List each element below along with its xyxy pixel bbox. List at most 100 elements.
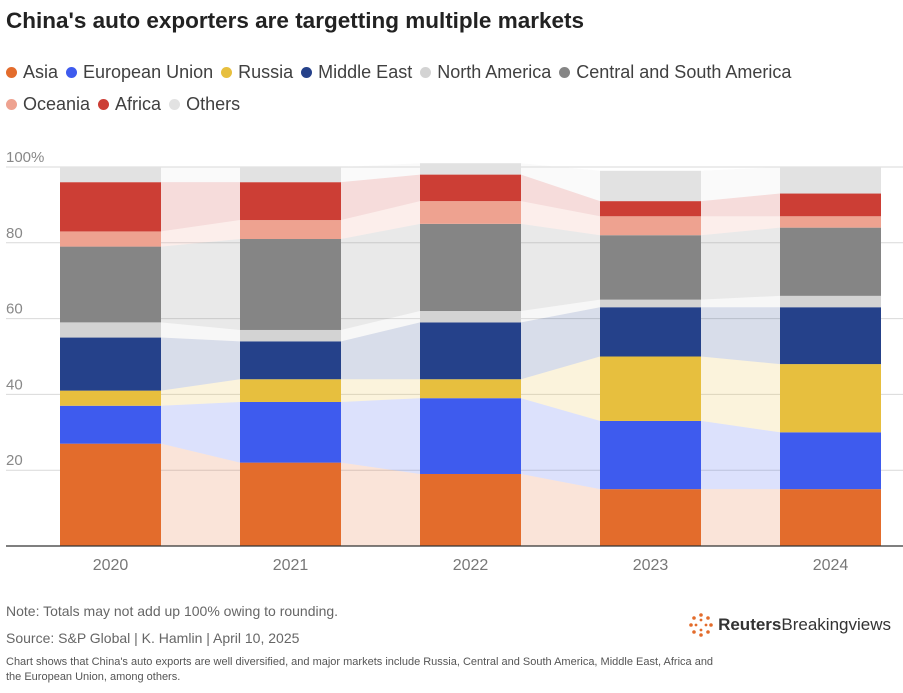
bar-segment — [600, 201, 701, 217]
bar-segment — [60, 390, 161, 406]
legend-item-european-union: European Union — [66, 60, 213, 84]
legend-label: European Union — [83, 61, 214, 82]
bar-segment — [780, 295, 881, 308]
bar-segment — [780, 193, 881, 217]
connector-band — [521, 398, 600, 490]
bar-segment — [780, 489, 881, 546]
chart-title: China's auto exporters are targetting mu… — [6, 8, 585, 33]
bar-segment — [600, 170, 701, 202]
bar-segment — [420, 223, 521, 312]
bar-segment — [60, 246, 161, 323]
connector-band — [701, 216, 780, 236]
bar-segment — [420, 174, 521, 202]
bar-segment — [240, 329, 341, 342]
connector-band — [161, 337, 240, 391]
connector-band — [701, 307, 780, 365]
legend-swatch — [559, 66, 571, 78]
y-tick-label: 40 — [6, 376, 23, 393]
y-tick-label: 60 — [6, 301, 23, 318]
x-tick-label: 2024 — [813, 557, 849, 574]
bar-segment — [60, 167, 161, 183]
legend: Asia European Union Russia Middle East N… — [6, 60, 886, 116]
legend-label: Others — [186, 93, 241, 114]
bar-segment — [600, 356, 701, 421]
connector-band — [161, 443, 240, 546]
legend-item-others: Others — [169, 92, 240, 116]
legend-swatch — [301, 66, 313, 78]
bar-segment — [420, 473, 521, 546]
connector-band — [161, 401, 240, 463]
reuters-breakingviews-logo: Reuters Breakingviews — [688, 612, 891, 638]
legend-swatch — [66, 66, 78, 78]
legend-swatch — [221, 66, 233, 78]
bar-segment — [600, 216, 701, 236]
footnote: Note: Totals may not add up 100% owing t… — [6, 603, 339, 619]
bar-segment — [240, 167, 341, 183]
legend-label: Oceania — [23, 93, 91, 114]
connector-band — [341, 398, 420, 474]
chart-description: Chart shows that China's auto exports ar… — [6, 656, 714, 683]
legend-swatch — [6, 98, 17, 110]
y-tick-label: 20 — [6, 452, 23, 469]
connector-band — [341, 311, 420, 342]
connector-band — [341, 163, 420, 183]
connector-band — [701, 295, 780, 308]
connector-band — [341, 379, 420, 402]
connector-band — [521, 223, 600, 312]
connector-band — [521, 201, 600, 236]
connector-band — [701, 193, 780, 217]
legend-label: Asia — [23, 61, 59, 82]
legend-label: Middle East — [318, 61, 413, 82]
bar-segment — [240, 182, 341, 221]
connector-band — [701, 356, 780, 433]
connector-band — [341, 462, 420, 546]
bar-segment — [420, 163, 521, 175]
bar-segment — [780, 432, 881, 490]
bar-segment — [240, 379, 341, 402]
connector-band — [161, 182, 240, 232]
connector-band — [701, 227, 780, 300]
legend-item-middle-east: Middle East — [301, 60, 412, 84]
bar-segment — [600, 420, 701, 490]
connector-band — [341, 322, 420, 380]
bar-segment — [420, 379, 521, 399]
bar-segment — [240, 239, 341, 330]
x-tick-label: 2021 — [273, 557, 309, 574]
connector-band — [341, 201, 420, 240]
legend-item-oceania: Oceania — [6, 92, 90, 116]
connector-band — [341, 223, 420, 330]
legend-item-africa: Africa — [98, 92, 161, 116]
bar-segment — [780, 227, 881, 296]
bar-segment — [420, 201, 521, 224]
reuters-dots-icon — [689, 613, 713, 637]
connector-band — [341, 174, 420, 221]
brand-suffix: Breakingviews — [781, 615, 891, 634]
legend-item-asia: Asia — [6, 60, 58, 84]
legend-swatch — [98, 98, 110, 110]
y-tick-label: 100% — [6, 149, 44, 166]
connector-band — [521, 473, 600, 546]
brand-name: Reuters — [718, 615, 782, 634]
connector-band — [521, 174, 600, 217]
connector-band — [161, 379, 240, 406]
connector-band — [701, 167, 780, 202]
bar-segment — [780, 307, 881, 365]
legend-swatch — [169, 98, 181, 110]
x-tick-label: 2020 — [93, 557, 129, 574]
connector-band — [161, 322, 240, 342]
bar-segment — [420, 398, 521, 474]
legend-label: Africa — [115, 93, 162, 114]
bar-segment — [600, 307, 701, 357]
source-line: Source: S&P Global | K. Hamlin | April 1… — [6, 630, 300, 646]
bar-segment — [600, 299, 701, 308]
x-tick-label: 2023 — [633, 557, 669, 574]
legend-label: North America — [437, 61, 552, 82]
bar-segment — [240, 341, 341, 380]
connector-band — [161, 239, 240, 330]
bar-segment — [600, 235, 701, 300]
x-tick-label: 2022 — [453, 557, 489, 574]
bar-segment — [60, 231, 161, 247]
bar-segment — [60, 182, 161, 232]
bar-segment — [420, 311, 521, 323]
connector-band — [521, 307, 600, 380]
